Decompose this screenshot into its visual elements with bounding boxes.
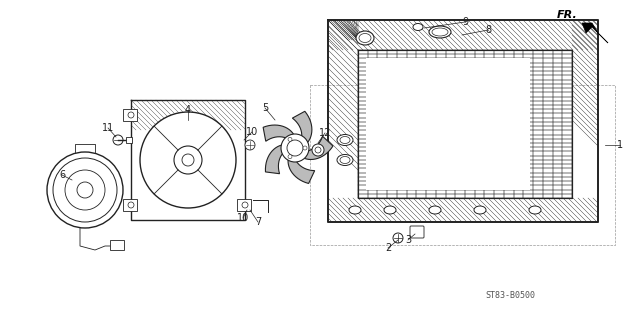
Text: 7: 7 xyxy=(255,217,261,227)
Text: 6: 6 xyxy=(59,170,65,180)
Circle shape xyxy=(312,144,324,156)
Polygon shape xyxy=(263,125,294,144)
Text: FR.: FR. xyxy=(557,10,578,20)
Ellipse shape xyxy=(349,206,361,214)
Bar xyxy=(237,199,251,211)
Circle shape xyxy=(288,137,292,141)
Ellipse shape xyxy=(413,23,423,30)
Text: 10: 10 xyxy=(237,213,249,223)
Ellipse shape xyxy=(529,206,541,214)
Text: 2: 2 xyxy=(385,243,391,253)
Circle shape xyxy=(182,154,194,166)
Polygon shape xyxy=(292,111,312,145)
Text: 9: 9 xyxy=(462,17,468,27)
Circle shape xyxy=(315,147,321,153)
Circle shape xyxy=(287,140,303,156)
Ellipse shape xyxy=(429,206,441,214)
Ellipse shape xyxy=(384,206,396,214)
Polygon shape xyxy=(298,136,333,159)
Circle shape xyxy=(174,146,202,174)
Bar xyxy=(123,109,137,121)
Polygon shape xyxy=(266,145,291,174)
Circle shape xyxy=(65,170,105,210)
Text: 3: 3 xyxy=(405,235,411,245)
Bar xyxy=(366,58,530,190)
Text: ST83-B0500: ST83-B0500 xyxy=(485,291,535,300)
Text: 10: 10 xyxy=(246,127,258,137)
Ellipse shape xyxy=(356,31,374,45)
Circle shape xyxy=(53,158,117,222)
Circle shape xyxy=(242,202,248,208)
Circle shape xyxy=(288,155,292,159)
Ellipse shape xyxy=(337,155,353,165)
Text: 8: 8 xyxy=(485,25,491,35)
Text: 1: 1 xyxy=(617,140,623,150)
Text: 4: 4 xyxy=(185,105,191,115)
Bar xyxy=(110,240,124,250)
Polygon shape xyxy=(288,152,315,183)
Circle shape xyxy=(128,112,134,118)
Bar xyxy=(358,50,572,198)
Text: 5: 5 xyxy=(262,103,268,113)
Circle shape xyxy=(245,140,255,150)
Circle shape xyxy=(77,182,93,198)
Circle shape xyxy=(128,202,134,208)
Bar xyxy=(126,137,132,143)
Text: 11: 11 xyxy=(102,123,114,133)
Text: 12: 12 xyxy=(318,128,331,138)
Circle shape xyxy=(113,135,123,145)
Ellipse shape xyxy=(432,28,448,36)
Ellipse shape xyxy=(359,34,371,43)
Ellipse shape xyxy=(337,134,353,146)
FancyBboxPatch shape xyxy=(410,226,424,238)
Circle shape xyxy=(47,152,123,228)
Ellipse shape xyxy=(340,156,350,164)
Ellipse shape xyxy=(474,206,486,214)
Circle shape xyxy=(393,233,403,243)
Ellipse shape xyxy=(340,137,350,143)
Polygon shape xyxy=(582,23,608,43)
Ellipse shape xyxy=(429,26,451,38)
Circle shape xyxy=(303,146,307,150)
Bar xyxy=(123,199,137,211)
Circle shape xyxy=(140,112,236,208)
Circle shape xyxy=(281,134,309,162)
